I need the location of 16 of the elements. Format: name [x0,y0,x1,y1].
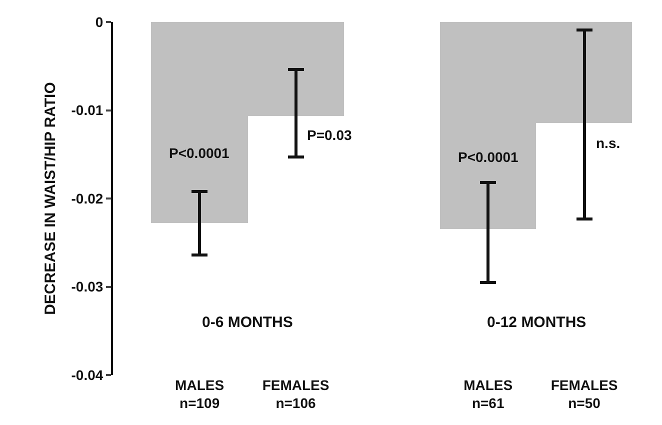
annotation: P=0.03 [307,127,352,143]
y-tick-label: 0 [95,14,104,30]
annotation: 0-6 MONTHS [202,314,293,331]
annotation: P<0.0001 [458,149,519,165]
x-tick-label: FEMALES n=50 [550,377,618,412]
y-tick-label: -0.02 [71,190,104,206]
x-tick-label: MALES n=109 [175,377,224,412]
annotation: P<0.0001 [169,145,230,161]
y-tick-label: -0.03 [71,278,104,295]
y-axis-title: DECREASE IN WAIST/HIP RATIO [42,82,60,315]
x-tick-label: FEMALES n=106 [262,377,330,412]
annotation: n.s. [596,135,620,151]
annotation: 0-12 MONTHS [487,314,586,331]
x-tick-label: MALES n=61 [464,377,513,412]
y-tick-label: -0.04 [71,366,104,383]
y-tick-label: -0.01 [71,102,104,118]
